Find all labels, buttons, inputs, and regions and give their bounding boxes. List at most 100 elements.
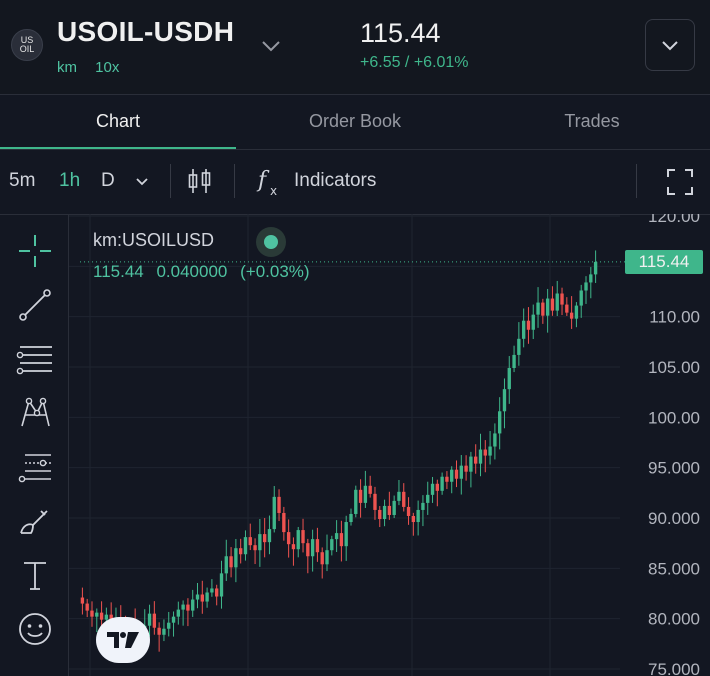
candle-body [574, 305, 579, 319]
crosshair-tool[interactable] [14, 230, 56, 272]
pattern-tool[interactable] [14, 392, 56, 434]
candle-body [229, 556, 233, 568]
candle-body [291, 544, 296, 550]
candle-body [258, 534, 262, 551]
candle-body [536, 302, 540, 315]
fullscreen-icon[interactable] [666, 168, 694, 196]
candle-body [152, 613, 157, 628]
legend-last: 115.44 [93, 262, 144, 281]
candle-body [426, 494, 430, 503]
price-chart[interactable]: 120.00115.00110.00105.00100.0095.00090.0… [0, 214, 710, 676]
candle-body [555, 293, 559, 311]
candle-body [186, 604, 190, 611]
candlestick-icon[interactable] [187, 167, 213, 195]
candle-body [167, 622, 171, 629]
interval-1h[interactable]: 1h [59, 170, 81, 191]
usoil-logo: US OIL [11, 29, 43, 61]
candle-body [507, 368, 511, 390]
chevron-down-icon[interactable] [258, 33, 284, 59]
tab-bar: Chart Order Book Trades [0, 94, 710, 150]
candle-body [272, 496, 276, 530]
expand-button[interactable] [645, 19, 695, 71]
interval-5m[interactable]: 5m [9, 170, 36, 191]
candle-body [378, 509, 382, 520]
candle-body [474, 456, 478, 464]
y-axis-tick-label: 80.000 [648, 610, 700, 629]
candle-body [243, 537, 248, 555]
candle-body [253, 545, 257, 551]
horizontal-lines-tool[interactable] [14, 338, 56, 380]
tradingview-logo[interactable] [96, 617, 150, 663]
candle-body [589, 274, 593, 283]
candle-body [95, 612, 99, 617]
brush-tool[interactable] [14, 500, 56, 542]
candle-body [90, 610, 94, 617]
candle-body [550, 298, 555, 311]
smiley-icon [19, 613, 51, 645]
candle-body [483, 449, 487, 456]
legend-change-pct: (+0.03%) [240, 262, 310, 281]
candle-body [488, 446, 492, 456]
candle-body [80, 597, 85, 604]
tab-trades[interactable]: Trades [564, 111, 620, 131]
candle-body [402, 491, 406, 507]
candle-body [560, 293, 564, 305]
symbol-name[interactable]: USOIL-USDH [57, 16, 235, 47]
tab-chart[interactable]: Chart [95, 111, 140, 131]
candle-body [315, 539, 320, 553]
y-axis-tick-label: 120.00 [648, 214, 700, 226]
crosshair-icon [19, 235, 51, 267]
candle-body [411, 515, 416, 523]
logo-text-bottom: OIL [19, 44, 35, 54]
candle-body [440, 476, 444, 491]
indicators-button[interactable]: Indicators [294, 170, 377, 191]
y-axis-tick-label: 90.000 [648, 509, 700, 528]
chevron-down-icon[interactable] [134, 173, 150, 189]
candle-body [234, 548, 238, 568]
fib-tool[interactable] [14, 446, 56, 488]
candle-body [238, 548, 243, 555]
candle-body [382, 505, 387, 520]
symbol-header: US OIL USOIL-USDH km 10x 115.44 +6.55 / … [0, 0, 710, 94]
live-status-indicator[interactable] [256, 227, 286, 257]
candle-body [277, 496, 281, 513]
candle-body [171, 616, 176, 623]
chevron-down-icon [662, 41, 678, 51]
candle-body [478, 449, 483, 464]
function-fx-icon[interactable]: f x [256, 166, 284, 198]
candle-body [502, 389, 507, 412]
text-tool[interactable] [14, 554, 56, 596]
trendline-tool[interactable] [14, 284, 56, 326]
candle-body [416, 509, 420, 523]
trendline-icon [19, 289, 51, 321]
chart-pane[interactable]: 120.00115.00110.00105.00100.0095.00090.0… [0, 214, 710, 676]
chart-toolbar: 5m 1h D f x Indicators [0, 148, 710, 215]
tab-order-book[interactable]: Order Book [308, 111, 402, 131]
candle-body [334, 533, 339, 540]
candle-body [157, 627, 161, 635]
candle-body [545, 298, 550, 316]
candle-body [147, 613, 152, 626]
candle-body [181, 604, 185, 610]
y-axis-tick-label: 110.00 [649, 308, 700, 327]
candle-body [454, 469, 459, 479]
candle-body [205, 592, 209, 602]
interval-d[interactable]: D [101, 170, 115, 191]
candle-body [387, 505, 392, 515]
candle-body [430, 483, 435, 495]
candle-body [330, 539, 334, 551]
candle-body [310, 539, 315, 557]
candle-body [569, 312, 574, 319]
candle-body [191, 599, 195, 611]
candle-body [464, 465, 468, 472]
candle-body [325, 550, 329, 565]
candle-body [215, 588, 219, 597]
candle-body [200, 594, 204, 602]
price-change: +6.55 / +6.01% [360, 54, 469, 71]
last-price: 115.44 [360, 18, 441, 48]
candle-body [306, 543, 310, 557]
emoji-tool[interactable] [14, 608, 56, 650]
y-axis-tick-label: 95.000 [648, 459, 700, 478]
pattern-icon [21, 397, 50, 427]
candle-body [358, 489, 363, 503]
